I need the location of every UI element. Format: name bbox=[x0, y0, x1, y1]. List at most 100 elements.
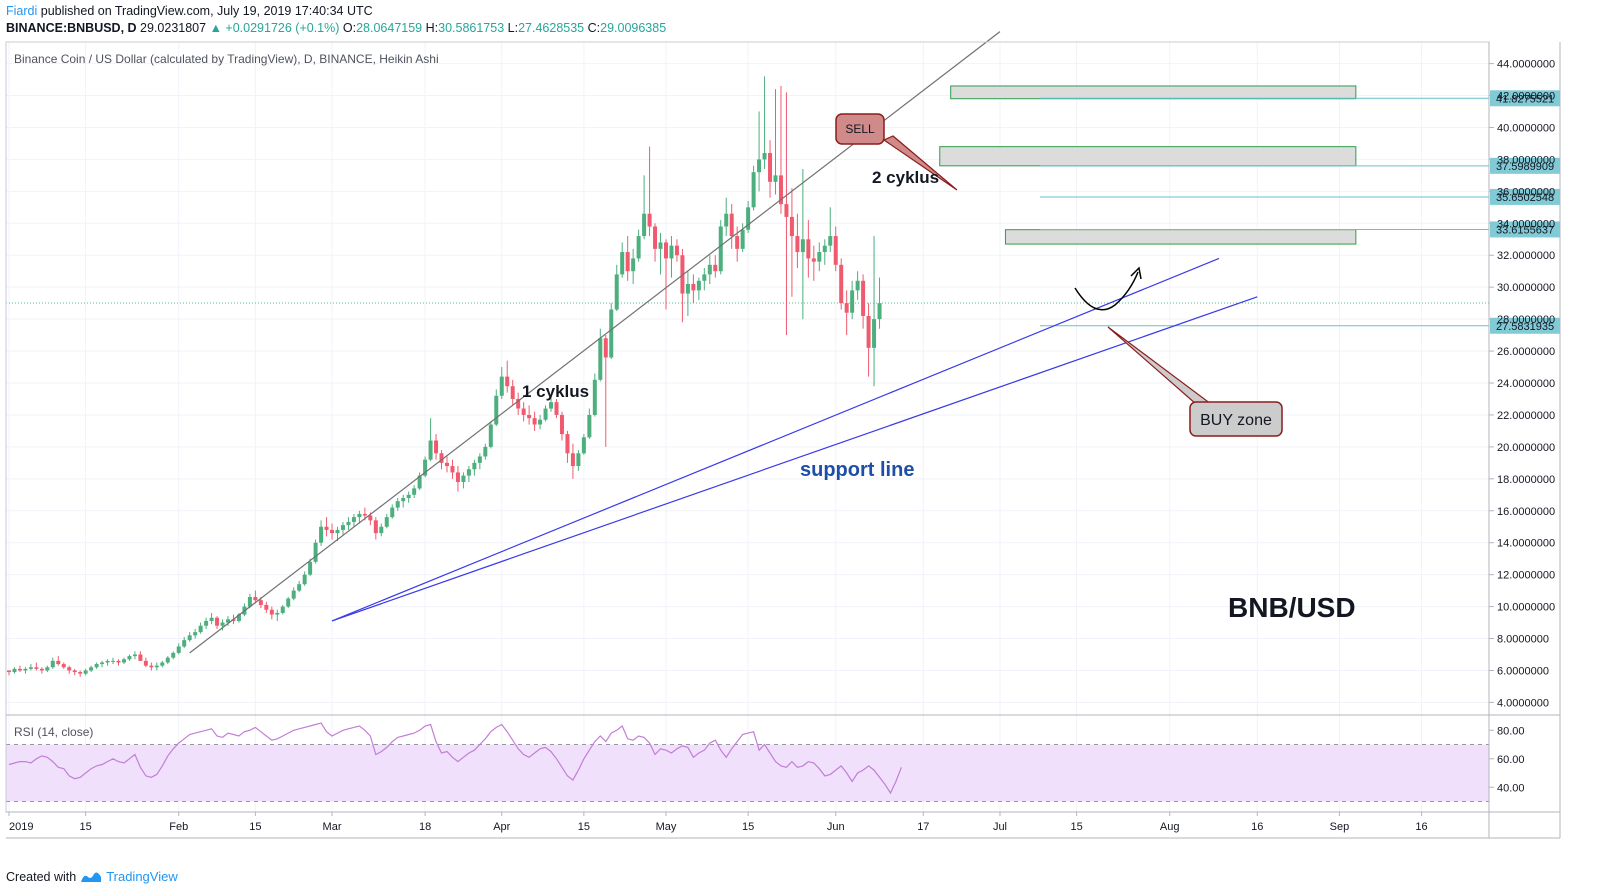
tradingview-logo-icon bbox=[81, 872, 102, 882]
candle-129 bbox=[713, 255, 718, 278]
time-label-8: May bbox=[656, 821, 677, 833]
candle-143 bbox=[789, 188, 794, 297]
candle-68 bbox=[379, 523, 384, 537]
price-level-label-4: 27.5831935 bbox=[1496, 321, 1554, 333]
time-label-3: 15 bbox=[249, 821, 261, 833]
price-tick-label-7: 18.0000000 bbox=[1497, 474, 1555, 486]
price-level-badge-3 bbox=[1490, 221, 1560, 238]
last-price: 29.0231807 bbox=[140, 21, 207, 35]
candle-130 bbox=[718, 220, 723, 275]
candle-115 bbox=[636, 229, 641, 262]
candle-69 bbox=[384, 513, 389, 529]
candle-34 bbox=[193, 628, 198, 639]
candle-135 bbox=[746, 200, 751, 233]
resistance-zone-1 bbox=[939, 146, 1357, 167]
high-label: H: bbox=[425, 21, 439, 35]
candle-80 bbox=[445, 456, 449, 473]
candle-112 bbox=[620, 242, 625, 278]
candle-20 bbox=[116, 659, 121, 666]
candle-70 bbox=[390, 504, 395, 519]
axes: 4.0000000 6.0000000 8.0000000 10.0000000 12.… bbox=[5, 41, 1561, 839]
price-level-badge-0 bbox=[1490, 90, 1560, 107]
candle-147 bbox=[811, 245, 816, 281]
candle-159 bbox=[877, 277, 882, 329]
chart-title: Binance Coin / US Dollar (calculated by … bbox=[14, 52, 439, 66]
rebound-arrow-head bbox=[1130, 266, 1142, 280]
candle-17 bbox=[100, 660, 105, 668]
candle-136 bbox=[751, 165, 756, 211]
rsi-tick-label-0: 40.00 bbox=[1497, 782, 1525, 794]
time-label-5: 18 bbox=[419, 821, 431, 833]
candle-93 bbox=[516, 392, 521, 415]
candle-104 bbox=[576, 450, 581, 471]
candle-23 bbox=[132, 651, 137, 660]
candle-10 bbox=[61, 662, 66, 669]
sell-label: SELL bbox=[845, 122, 875, 136]
price-level-badge-2 bbox=[1490, 188, 1560, 205]
time-label-13: 15 bbox=[1071, 821, 1083, 833]
candle-75 bbox=[417, 472, 422, 490]
symbol-info: BINANCE:BNBUSD, D 29.0231807 ▲ +0.029172… bbox=[6, 21, 666, 35]
candle-99 bbox=[549, 395, 554, 412]
candle-30 bbox=[171, 651, 176, 660]
candle-82 bbox=[455, 466, 460, 492]
candle-113 bbox=[625, 236, 630, 281]
candle-50 bbox=[280, 604, 285, 615]
trendline-2 bbox=[331, 296, 1258, 622]
price-level-label-3: 33.6155637 bbox=[1496, 224, 1554, 236]
candle-120 bbox=[664, 239, 668, 310]
candle-8 bbox=[50, 657, 55, 669]
price-tick-label-14: 32.0000000 bbox=[1497, 250, 1555, 262]
time-label-14: Aug bbox=[1160, 821, 1180, 833]
candle-48 bbox=[269, 606, 274, 620]
tradingview-brand-link[interactable]: TradingView bbox=[106, 869, 178, 884]
candle-139 bbox=[768, 140, 773, 198]
candle-59 bbox=[330, 523, 335, 540]
time-label-7: 15 bbox=[578, 821, 590, 833]
price-level-label-2: 35.6502548 bbox=[1496, 192, 1554, 204]
candle-154 bbox=[850, 280, 855, 320]
candle-87 bbox=[483, 443, 488, 460]
candlestick-series bbox=[7, 76, 882, 677]
candle-73 bbox=[406, 491, 411, 503]
price-tick-label-5: 14.0000000 bbox=[1497, 538, 1555, 550]
trendline-1 bbox=[331, 257, 1220, 622]
candle-3 bbox=[23, 667, 28, 674]
candle-117 bbox=[647, 146, 652, 237]
price-tick-label-2: 8.0000000 bbox=[1497, 634, 1549, 646]
candle-51 bbox=[286, 596, 291, 609]
candle-58 bbox=[324, 517, 329, 537]
support-line-label: support line bbox=[800, 459, 914, 481]
candle-11 bbox=[67, 665, 72, 674]
low-label: L: bbox=[507, 21, 519, 35]
candle-85 bbox=[472, 459, 477, 476]
candle-151 bbox=[833, 226, 838, 272]
candle-14 bbox=[83, 668, 88, 676]
price-tick-label-19: 42.0000000 bbox=[1497, 91, 1555, 103]
candle-44 bbox=[247, 593, 252, 609]
candle-2 bbox=[17, 665, 22, 673]
price-change: ▲ +0.0291726 (+0.1%) bbox=[209, 21, 340, 35]
candle-157 bbox=[866, 303, 871, 377]
candle-127 bbox=[702, 268, 707, 291]
candle-56 bbox=[313, 539, 318, 564]
candle-74 bbox=[412, 485, 417, 498]
candle-90 bbox=[499, 367, 504, 399]
candle-149 bbox=[822, 239, 827, 265]
candle-138 bbox=[762, 76, 767, 170]
rsi-tick-label-2: 80.00 bbox=[1497, 725, 1525, 737]
candle-27 bbox=[154, 662, 159, 671]
candle-29 bbox=[165, 656, 170, 665]
candle-116 bbox=[642, 175, 647, 240]
candle-128 bbox=[707, 255, 712, 284]
candle-97 bbox=[538, 414, 543, 430]
price-level-lines: 41.8275521 37.5989909 35.6502548 33.6155637… bbox=[6, 90, 1560, 334]
rebound-arrow bbox=[1074, 271, 1139, 311]
author-link[interactable]: Fiardi bbox=[6, 4, 38, 18]
candle-122 bbox=[674, 239, 679, 262]
candle-152 bbox=[839, 258, 844, 310]
time-label-16: Sep bbox=[1330, 821, 1350, 833]
candle-67 bbox=[373, 517, 378, 540]
open-label: O: bbox=[342, 21, 357, 35]
candle-0 bbox=[7, 670, 11, 676]
